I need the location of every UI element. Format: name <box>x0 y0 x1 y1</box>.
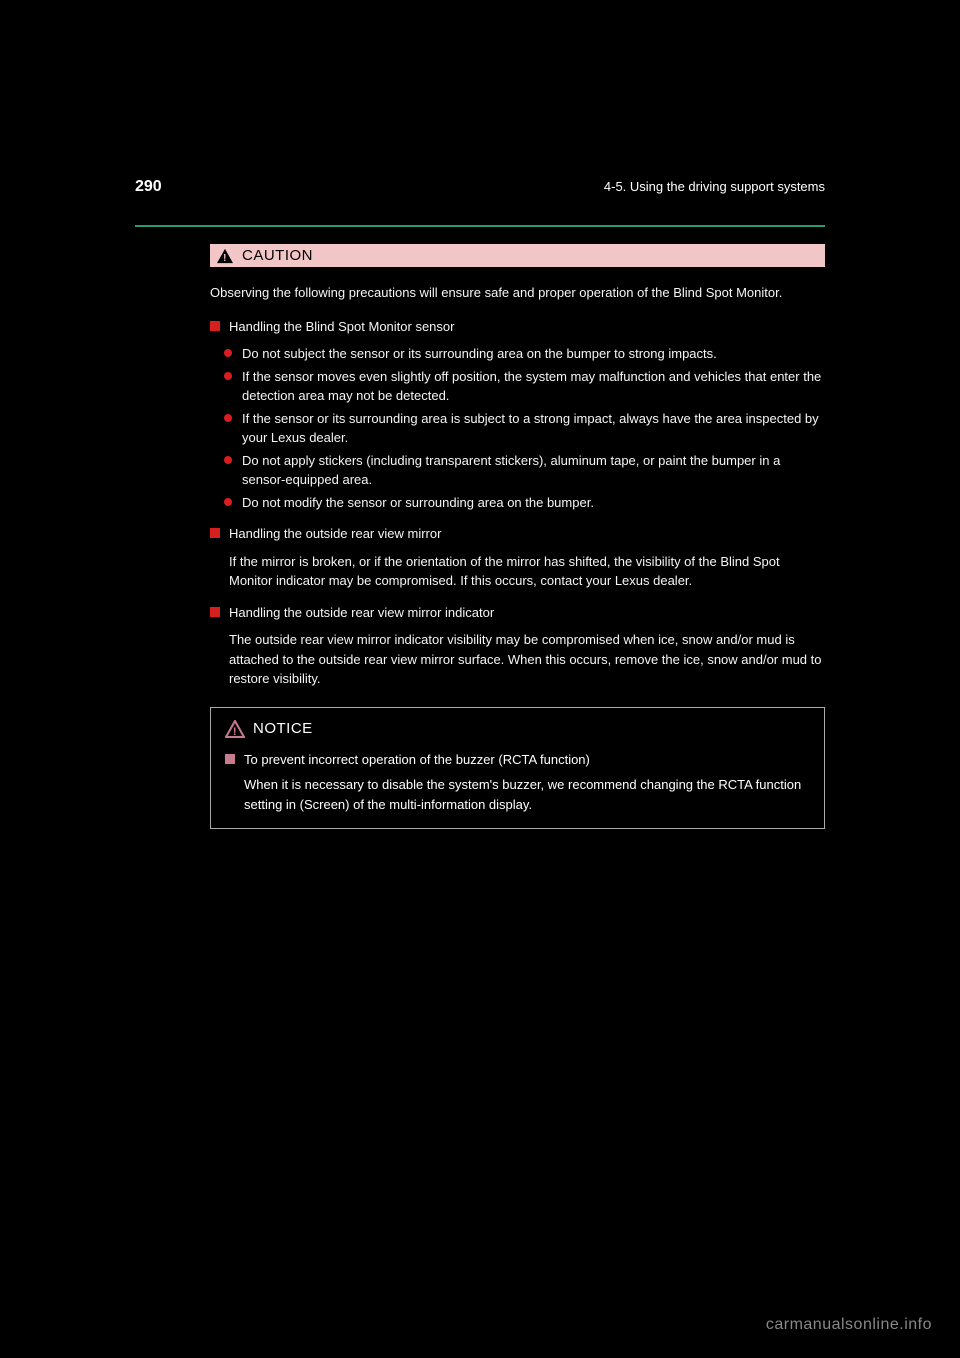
section-heading: 4-5. Using the driving support systems <box>604 179 825 194</box>
warning-triangle-icon: ! <box>216 248 234 264</box>
section-title: Handling the outside rear view mirror in… <box>210 603 825 623</box>
bullet-text: Do not apply stickers (including transpa… <box>242 451 825 490</box>
bullet-item: Do not subject the sensor or its surroun… <box>224 344 825 364</box>
bullet-text: If the sensor or its surrounding area is… <box>242 409 825 448</box>
pink-square-marker-icon <box>225 754 235 764</box>
notice-box: ! NOTICE To prevent incorrect operation … <box>210 707 825 830</box>
red-square-marker-icon <box>210 321 220 331</box>
notice-header: ! NOTICE <box>225 720 810 738</box>
sensor-section: Handling the Blind Spot Monitor sensor D… <box>210 317 825 513</box>
header-divider <box>135 225 825 227</box>
svg-text:!: ! <box>233 726 237 738</box>
bullet-text: If the sensor moves even slightly off po… <box>242 367 825 406</box>
caution-intro: Observing the following precautions will… <box>210 283 825 303</box>
caution-header: ! CAUTION <box>210 244 825 267</box>
svg-text:!: ! <box>223 252 227 263</box>
page-header: 290 4-5. Using the driving support syste… <box>135 178 825 196</box>
content-area: ! CAUTION Observing the following precau… <box>210 244 825 829</box>
buzzer-text: When it is necessary to disable the syst… <box>244 775 810 814</box>
red-dot-marker-icon <box>224 414 232 422</box>
outside-rear-title: Handling the outside rear view mirror <box>229 524 441 544</box>
outside-rear-text: If the mirror is broken, or if the orien… <box>229 552 825 591</box>
section-title: Handling the outside rear view mirror <box>210 524 825 544</box>
bullet-item: If the sensor moves even slightly off po… <box>224 367 825 406</box>
buzzer-title: To prevent incorrect operation of the bu… <box>244 750 590 770</box>
page-number: 290 <box>135 178 162 196</box>
red-dot-marker-icon <box>224 456 232 464</box>
mirror-indicator-title: Handling the outside rear view mirror in… <box>229 603 494 623</box>
red-dot-marker-icon <box>224 349 232 357</box>
bullet-text: Do not subject the sensor or its surroun… <box>242 344 825 364</box>
bullet-text: Do not modify the sensor or surrounding … <box>242 493 825 513</box>
watermark: carmanualsonline.info <box>766 1316 932 1334</box>
notice-label: NOTICE <box>253 720 313 737</box>
outside-rear-section: Handling the outside rear view mirror If… <box>210 524 825 591</box>
red-dot-marker-icon <box>224 372 232 380</box>
red-square-marker-icon <box>210 528 220 538</box>
bullet-item: Do not apply stickers (including transpa… <box>224 451 825 490</box>
caution-label: CAUTION <box>242 247 313 264</box>
bullet-item: Do not modify the sensor or surrounding … <box>224 493 825 513</box>
warning-triangle-outline-icon: ! <box>225 720 245 738</box>
sensor-title: Handling the Blind Spot Monitor sensor <box>229 317 454 337</box>
red-dot-marker-icon <box>224 498 232 506</box>
mirror-indicator-section: Handling the outside rear view mirror in… <box>210 603 825 689</box>
section-title: Handling the Blind Spot Monitor sensor <box>210 317 825 337</box>
mirror-indicator-text: The outside rear view mirror indicator v… <box>229 630 825 689</box>
red-square-marker-icon <box>210 607 220 617</box>
bullet-item: If the sensor or its surrounding area is… <box>224 409 825 448</box>
notice-section-title: To prevent incorrect operation of the bu… <box>225 750 810 770</box>
